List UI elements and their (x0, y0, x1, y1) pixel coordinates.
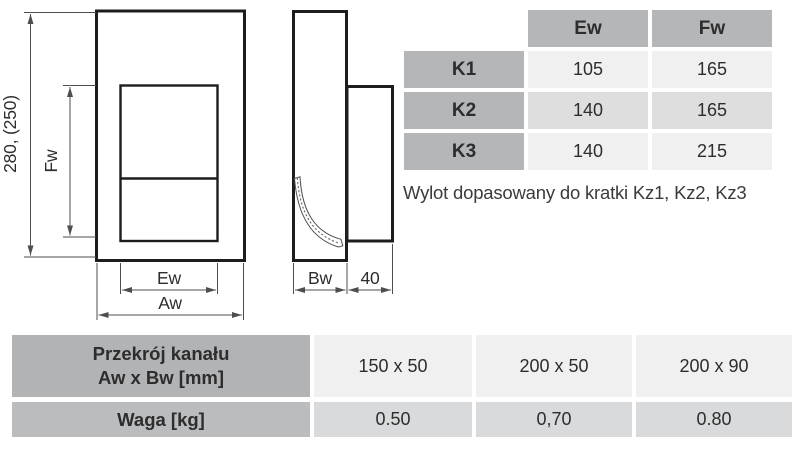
duct-spec-table: Przekrój kanału Aw x Bw [mm] 150 x 50 20… (12, 335, 792, 437)
dim-label-40: 40 (360, 268, 380, 288)
dim-label-ew: Ew (157, 268, 181, 288)
dim-label-fw: Fw (41, 149, 61, 172)
grille-k2-ew: 140 (528, 92, 648, 129)
grille-k1-ew: 105 (528, 51, 648, 88)
grille-table-header-ew: Ew (528, 10, 648, 47)
duct-section-label: Przekrój kanału Aw x Bw [mm] (12, 335, 310, 397)
weight-label: Waga [kg] (12, 402, 310, 437)
grille-k1-fw: 165 (652, 51, 772, 88)
front-inner-opening (119, 84, 219, 243)
grille-row-label-k2: K2 (404, 92, 524, 129)
grille-table-header-fw: Fw (652, 10, 772, 47)
duct-size-200x90: 200 x 90 (636, 335, 792, 397)
weight-150x50: 0.50 (314, 402, 472, 437)
weight-200x50: 0,70 (476, 402, 632, 437)
grille-k2-fw: 165 (652, 92, 772, 129)
damper-flap (293, 176, 344, 248)
grille-row-label-k1: K1 (404, 51, 524, 88)
grille-size-table: Ew Fw K1 105 165 K2 140 165 K3 140 215 (404, 10, 772, 170)
duct-section-label-line1: Przekrój kanału (92, 342, 230, 364)
front-outer-frame (95, 9, 246, 262)
side-body (292, 10, 348, 262)
dim-label-aw: Aw (158, 293, 182, 313)
grille-k3-ew: 140 (528, 133, 648, 170)
front-view: 280, (250) Fw Ew Aw (0, 9, 246, 320)
duct-section-label-line2: Aw x Bw [mm] (97, 367, 225, 388)
grille-k3-fw: 215 (652, 133, 772, 170)
grille-table-corner-cell (404, 10, 524, 47)
outlet-compatibility-note: Wylot dopasowany do kratki Kz1, Kz2, Kz3 (403, 182, 747, 203)
duct-size-200x50: 200 x 50 (476, 335, 632, 397)
side-view: Bw 40 (292, 10, 394, 294)
dim-label-bw: Bw (308, 268, 332, 288)
duct-size-150x50: 150 x 50 (314, 335, 472, 397)
damper-flap-hatch (296, 177, 341, 244)
side-duct-stub (345, 85, 394, 243)
dim-label-height: 280, (250) (0, 95, 20, 173)
grille-row-label-k3: K3 (404, 133, 524, 170)
technical-drawing: 280, (250) Fw Ew Aw (0, 9, 394, 320)
weight-200x90: 0.80 (636, 402, 792, 437)
